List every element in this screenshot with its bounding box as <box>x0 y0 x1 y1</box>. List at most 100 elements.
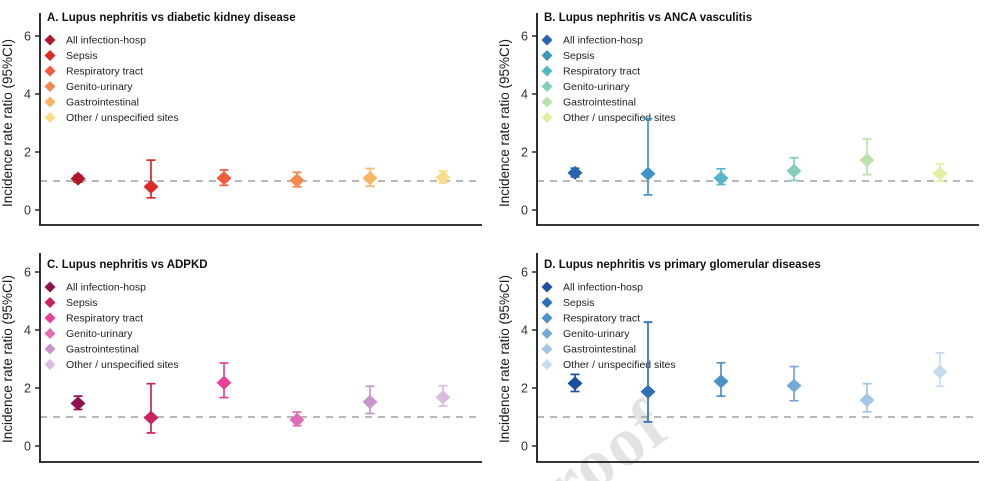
data-point-diamond <box>362 171 378 186</box>
legend-item: Other / unspecified sites <box>44 359 179 371</box>
legend-swatch-diamond-icon <box>44 343 56 355</box>
legend-label: Gastrointestinal <box>563 344 636 356</box>
panel-c-plot: 0 2 4 6 Incidence rate ratio (95%CI) C. Lupus… <box>0 253 482 463</box>
data-point-diamond <box>216 375 232 390</box>
data-point-diamond <box>435 170 451 185</box>
y-tick-label: 6 <box>521 30 528 44</box>
data-point-diamond <box>289 173 305 188</box>
legend-swatch-diamond-icon <box>44 112 56 123</box>
legend-item: Respiratory tract <box>541 312 640 325</box>
legend-label: All infection-hosp <box>563 35 643 47</box>
legend-label: Respiratory tract <box>66 313 143 325</box>
y-tick-label: 6 <box>24 266 31 280</box>
panel-d-plot: 0 2 4 6 Incidence rate ratio (95%CI) D. Lupus… <box>497 253 979 463</box>
legend-swatch-diamond-icon <box>44 328 56 339</box>
legend-label: Other / unspecified sites <box>66 112 179 124</box>
data-point-diamond <box>786 378 802 393</box>
legend-swatch-diamond-icon <box>541 297 553 308</box>
legend: All infection-hosp Sepsis Respiratory trac… <box>44 281 179 371</box>
legend-swatch-diamond-icon <box>44 34 56 46</box>
panel-b-plot: 0 2 4 6 Incidence rate ratio (95%CI) B. Lupus… <box>497 12 979 226</box>
legend-label: Genito-urinary <box>563 328 630 340</box>
legend-label: Other / unspecified sites <box>563 112 676 124</box>
legend: All infection-hosp Sepsis Respiratory trac… <box>541 34 676 124</box>
y-axis-label: Incidence rate ratio (95%CI) <box>497 39 512 207</box>
legend-item: Genito-urinary <box>44 81 133 93</box>
legend-item: Sepsis <box>541 50 595 62</box>
y-axis-label: Incidence rate ratio (95%CI) <box>0 39 15 207</box>
legend-label: Sepsis <box>66 50 98 62</box>
error-bar <box>643 321 653 423</box>
legend-item: Genito-urinary <box>44 328 133 340</box>
legend-item: Other / unspecified sites <box>541 359 676 371</box>
legend-swatch-diamond-icon <box>44 50 56 61</box>
y-tick-label: 0 <box>521 440 528 454</box>
error-bar <box>643 117 653 196</box>
legend-label: Gastrointestinal <box>66 344 139 356</box>
data-point-diamond <box>70 396 86 411</box>
legend-item: All infection-hosp <box>44 34 146 47</box>
legend-item: Other / unspecified sites <box>44 112 179 124</box>
y-tick-label: 6 <box>24 30 31 44</box>
data-point-diamond <box>932 166 948 181</box>
legend-swatch-diamond-icon <box>541 96 553 108</box>
data-point-diamond <box>216 171 232 186</box>
legend-swatch-diamond-icon <box>44 312 56 324</box>
legend-swatch-diamond-icon <box>44 359 56 370</box>
data-point-diamond <box>713 374 729 389</box>
panel-a: 0 2 4 6 Incidence rate ratio (95%CI) A. Lupus… <box>0 0 497 241</box>
legend-swatch-diamond-icon <box>44 96 56 108</box>
legend-label: Sepsis <box>563 297 595 309</box>
legend-label: Respiratory tract <box>66 66 143 78</box>
data-point-diamond <box>859 153 875 168</box>
legend-label: Gastrointestinal <box>66 97 139 109</box>
legend-item: Gastrointestinal <box>44 96 139 109</box>
y-tick-label: 0 <box>24 204 31 218</box>
legend-label: Respiratory tract <box>563 313 640 325</box>
legend-item: Gastrointestinal <box>541 343 636 356</box>
legend-item: Respiratory tract <box>44 65 143 78</box>
data-point-diamond <box>713 171 729 186</box>
legend-swatch-diamond-icon <box>541 81 553 92</box>
legend-swatch-diamond-icon <box>541 112 553 123</box>
error-bar <box>146 382 156 434</box>
y-tick-label: 2 <box>24 146 31 160</box>
legend-item: Other / unspecified sites <box>541 112 676 124</box>
data-point-diamond <box>143 179 159 194</box>
legend-label: Other / unspecified sites <box>563 359 676 371</box>
legend-label: Genito-urinary <box>563 81 630 93</box>
legend-swatch-diamond-icon <box>541 50 553 61</box>
y-tick-label: 6 <box>521 266 528 280</box>
data-point-diamond <box>143 410 159 425</box>
legend-item: Sepsis <box>44 50 98 62</box>
data-point-diamond <box>567 376 583 391</box>
legend-label: Genito-urinary <box>66 81 133 93</box>
legend-label: All infection-hosp <box>563 282 643 294</box>
y-tick-label: 4 <box>521 88 528 102</box>
legend-item: Sepsis <box>44 297 98 309</box>
legend-label: All infection-hosp <box>66 282 146 294</box>
legend-swatch-diamond-icon <box>541 359 553 370</box>
data-point-diamond <box>435 390 451 405</box>
legend-swatch-diamond-icon <box>541 343 553 355</box>
data-point-diamond <box>640 384 656 399</box>
legend-item: All infection-hosp <box>541 34 643 47</box>
legend-item: Respiratory tract <box>541 65 640 78</box>
y-tick-label: 2 <box>521 146 528 160</box>
legend-swatch-diamond-icon <box>541 328 553 339</box>
legend-item: Gastrointestinal <box>44 343 139 356</box>
legend-swatch-diamond-icon <box>541 312 553 324</box>
legend-item: Gastrointestinal <box>541 96 636 109</box>
legend-item: All infection-hosp <box>44 281 146 294</box>
y-tick-label: 4 <box>24 88 31 102</box>
y-axis-label: Incidence rate ratio (95%CI) <box>497 275 512 443</box>
data-point-diamond <box>786 163 802 178</box>
panel-c: 0 2 4 6 Incidence rate ratio (95%CI) C. Lupus… <box>0 240 497 481</box>
legend-swatch-diamond-icon <box>541 34 553 46</box>
y-axis-label: Incidence rate ratio (95%CI) <box>0 275 15 443</box>
y-tick-label: 2 <box>521 382 528 396</box>
panel-title: C. Lupus nephritis vs ADPKD <box>47 259 208 271</box>
y-tick-label: 4 <box>521 324 528 338</box>
